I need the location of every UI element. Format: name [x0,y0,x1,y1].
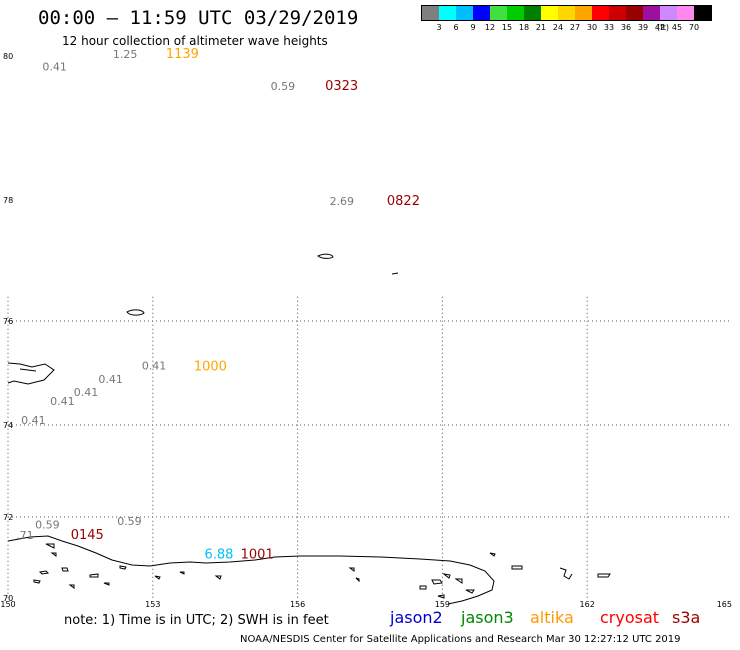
color-scale-legend: (ft) 3 6 9 12 15 18 21 24 27 30 33 36 39 42 45 70 [421,5,712,33]
color-scale-swatch [439,6,456,20]
observation-time-label: 6.88 [204,547,233,562]
color-scale-swatch [643,6,660,20]
latitude-label: 74 [3,421,13,430]
latitude-label: 80 [3,52,13,61]
observation-time-label: 1000 [194,359,227,374]
wave-height-label: .71 [16,529,34,542]
color-scale-ticks: (ft) 3 6 9 12 15 18 21 24 27 30 33 36 39 42 45 70 [421,21,712,33]
wave-height-label: 1.25 [113,48,138,61]
observation-time-label: 1001 [241,547,274,562]
color-scale-tick: 30 [586,23,598,32]
color-scale-tick: 39 [637,23,649,32]
lat-lon-grid [7,296,732,598]
color-scale-swatches [421,5,712,21]
longitude-label: 156 [290,600,305,609]
latitude-label: 72 [3,513,13,522]
color-scale-tick: 12 [484,23,496,32]
latitude-label: 70 [3,594,13,603]
color-scale-swatch [473,6,490,20]
color-scale-swatch [660,6,677,20]
wave-height-label: 0.59 [35,518,60,531]
color-scale-tick: 27 [569,23,581,32]
longitude-label: 150 [0,600,15,609]
longitude-label: 162 [580,600,595,609]
color-scale-tick: 42 [654,23,666,32]
observation-time-label: 1139 [166,47,199,62]
color-scale-swatch [677,6,694,20]
wave-height-label: 0.41 [74,386,99,399]
wave-height-labels: 0.411.250.592.690.410.410.410.410.410.59… [16,48,354,542]
color-scale-swatch [456,6,473,20]
color-scale-swatch [490,6,507,20]
color-scale-tick: 36 [620,23,632,32]
color-scale-tick: 45 [671,23,683,32]
color-scale-tick: 21 [535,23,547,32]
wave-height-label: 0.59 [271,80,296,93]
color-scale-swatch [694,6,711,20]
color-scale-tick: 24 [552,23,564,32]
wave-height-label: 0.41 [50,395,75,408]
color-scale-swatch [507,6,524,20]
wave-height-label: 0.41 [42,60,67,73]
color-scale-swatch [609,6,626,20]
color-scale-tick: 70 [688,23,700,32]
color-scale-tick: 9 [470,23,476,32]
coastline [7,253,611,605]
color-scale-tick: 3 [436,23,442,32]
color-scale-unit: (ft) [657,23,670,32]
latitude-label: 76 [3,317,13,326]
credit-line: NOAA/NESDIS Center for Satellite Applica… [240,634,681,645]
wave-height-label: 0.41 [21,414,46,427]
page-subtitle: 12 hour collection of altimeter wave hei… [62,34,328,48]
satellite-legend-item: altika [530,608,574,627]
wave-height-label: 0.59 [117,515,142,528]
color-scale-swatch [575,6,592,20]
wave-height-label: 2.69 [330,195,355,208]
color-scale-tick: 15 [501,23,513,32]
footer-note: note: 1) Time is in UTC; 2) SWH is in fe… [64,613,329,628]
color-scale-swatch [541,6,558,20]
color-scale-swatch [422,6,439,20]
satellite-legend-item: jason2 [390,608,443,627]
color-scale-swatch [558,6,575,20]
longitude-label: 153 [145,600,160,609]
color-scale-tick: 33 [603,23,615,32]
observation-time-labels: 1139 0323 0822 1000 0145 1001 6.88 [71,47,420,562]
observation-time-label: 0145 [71,528,104,543]
wave-height-label: 0.41 [98,373,123,386]
latitude-label: 78 [3,196,13,205]
satellite-legend-item: jason3 [461,608,514,627]
longitude-label: 159 [435,600,450,609]
satellite-legend-item: s3a [672,608,701,627]
longitude-label: 165 [717,600,732,609]
color-scale-swatch [626,6,643,20]
color-scale-tick: 18 [518,23,530,32]
color-scale-swatch [592,6,609,20]
observation-time-label: 0323 [325,79,358,94]
wave-height-label: 0.41 [142,359,167,372]
color-scale-tick: 6 [453,23,459,32]
color-scale-swatch [524,6,541,20]
observation-time-label: 0822 [387,194,420,209]
page-title: 00:00 – 11:59 UTC 03/29/2019 [38,7,359,29]
satellite-legend-item: cryosat [600,608,660,627]
